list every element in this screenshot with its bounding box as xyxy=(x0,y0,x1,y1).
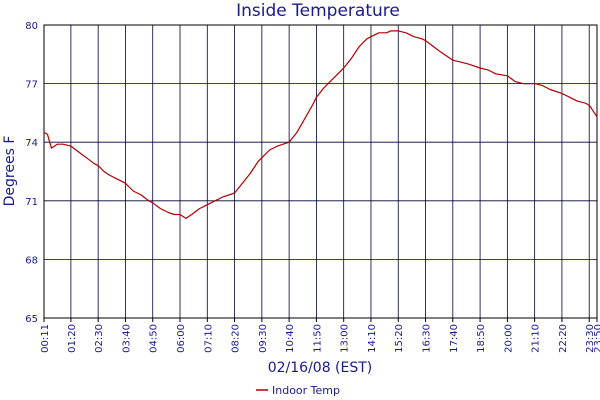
x-tick-label: 16:30 xyxy=(422,324,433,353)
grid-lines xyxy=(44,25,597,318)
y-axis-label: Degrees F xyxy=(2,136,18,207)
y-tick-label: 77 xyxy=(25,80,38,91)
x-tick-label: 01:20 xyxy=(67,324,78,353)
chart-title: Inside Temperature xyxy=(236,1,400,21)
x-tick-label: 07:10 xyxy=(203,324,214,353)
y-tick-label: 74 xyxy=(25,138,38,149)
y-tick-label: 71 xyxy=(25,197,38,208)
x-tick-label: 15:20 xyxy=(394,324,405,353)
y-tick-label: 68 xyxy=(25,255,38,266)
x-tick-label: 06:00 xyxy=(176,324,187,353)
plot-frame xyxy=(43,24,598,319)
y-tick-label: 80 xyxy=(25,21,38,32)
series-lines xyxy=(43,30,598,219)
x-tick-label: 23:50 xyxy=(593,324,600,353)
x-tick-label: 23:30 xyxy=(585,324,596,353)
y-axis: 65 68 71 74 77 80 xyxy=(25,21,38,325)
x-tick-label: 11:50 xyxy=(312,324,323,353)
x-tick-label: 04:50 xyxy=(149,324,160,353)
x-tick-label: 03:40 xyxy=(121,324,132,353)
x-tick-label: 17:40 xyxy=(449,324,460,353)
x-tick-label: 02:30 xyxy=(94,324,105,353)
x-tick-label: 00:11 xyxy=(40,324,51,353)
x-tick-label: 14:10 xyxy=(367,324,378,353)
x-tick-label: 21:10 xyxy=(531,324,542,353)
x-axis: 00:11 01:20 02:30 03:40 04:50 06:00 07:10 08:20… xyxy=(40,318,600,353)
x-tick-label: 20:00 xyxy=(503,324,514,353)
x-axis-label: 02/16/08 (EST) xyxy=(268,360,373,376)
series-line-indoor-temp xyxy=(43,30,598,219)
x-tick-label: 13:00 xyxy=(340,324,351,353)
y-tick-label: 65 xyxy=(25,314,38,325)
x-tick-label: 09:30 xyxy=(258,324,269,353)
x-tick-label: 22:20 xyxy=(558,324,569,353)
x-tick-label: 08:20 xyxy=(231,324,242,353)
x-tick-label: 10:40 xyxy=(285,324,296,353)
legend-label-indoor-temp: Indoor Temp xyxy=(272,384,340,397)
x-tick-label: 18:50 xyxy=(476,324,487,353)
legend: Indoor Temp xyxy=(256,384,340,397)
